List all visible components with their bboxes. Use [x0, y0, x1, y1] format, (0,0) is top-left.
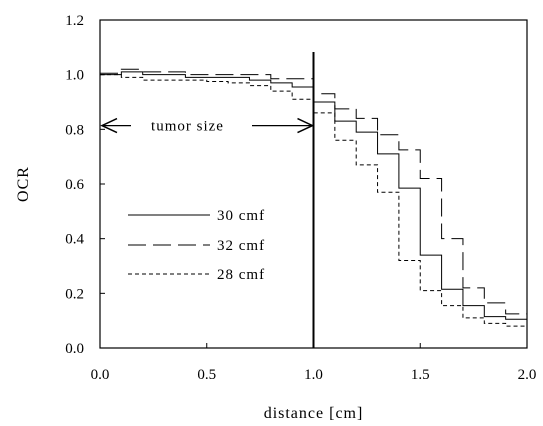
x-axis-label: distance [cm] — [264, 405, 364, 422]
legend-label: 28 cmf — [217, 267, 265, 283]
y-axis-ticks: 0.0 0.2 0.4 0.6 0.8 1.0 1.2 — [65, 13, 105, 357]
x-axis-ticks: 0.0 0.5 1.0 1.5 2.0 — [91, 343, 537, 383]
y-tick-label: 0.0 — [65, 341, 84, 357]
annotation-text: tumor size — [151, 119, 224, 135]
x-tick-label: 1.5 — [411, 367, 430, 383]
legend-label: 32 cmf — [217, 238, 265, 254]
series-line-28-cmf — [100, 74, 527, 327]
series-line-30-cmf — [100, 71, 527, 320]
x-tick-label: 2.0 — [518, 367, 537, 383]
series-line-32-cmf — [100, 68, 527, 315]
y-tick-label: 0.8 — [65, 122, 84, 138]
y-tick-label: 0.4 — [65, 232, 84, 248]
arrowhead-right — [297, 117, 315, 134]
y-axis-label: OCR — [15, 166, 32, 202]
x-tick-label: 1.0 — [304, 367, 323, 383]
y-tick-label: 1.0 — [65, 68, 84, 84]
legend-label: 30 cmf — [217, 208, 265, 224]
series-layer — [100, 68, 527, 327]
tumor-size-annotation: tumor size — [100, 117, 315, 135]
y-tick-label: 0.2 — [65, 286, 84, 302]
arrowhead-left — [100, 117, 118, 134]
y-tick-label: 1.2 — [65, 13, 84, 29]
x-tick-label: 0.0 — [91, 367, 110, 383]
legend: 30 cmf 32 cmf 28 cmf — [128, 208, 265, 283]
x-tick-label: 0.5 — [197, 367, 216, 383]
y-tick-label: 0.6 — [65, 177, 84, 193]
